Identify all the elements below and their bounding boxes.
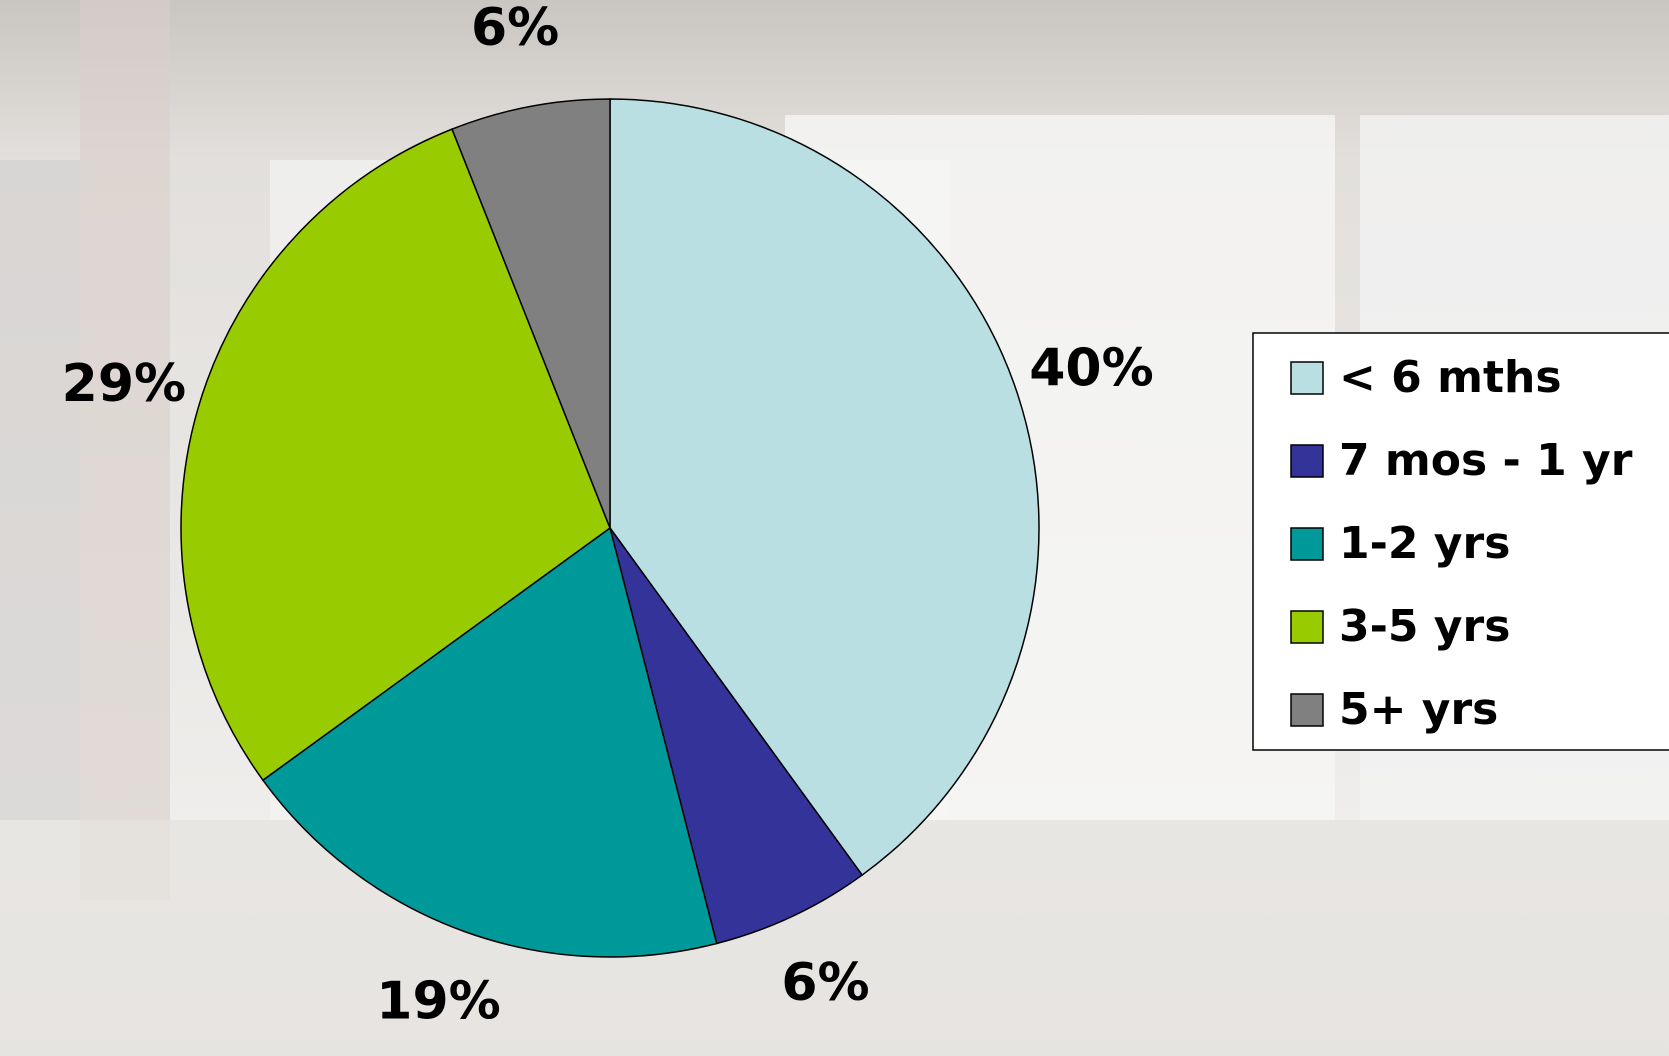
legend-label: < 6 mths	[1339, 352, 1562, 403]
data-label: 6%	[471, 0, 559, 58]
legend-swatch	[1290, 361, 1324, 395]
legend-swatch	[1290, 444, 1324, 478]
data-label: 6%	[781, 953, 869, 1013]
pie-slice	[180, 128, 611, 782]
pie-slice	[451, 98, 611, 529]
legend-label: 3-5 yrs	[1339, 601, 1510, 652]
legend: < 6 mths 7 mos - 1 yr 1-2 yrs 3-5 yrs 5+ yrs	[1252, 332, 1669, 751]
data-label: 40%	[1029, 339, 1153, 399]
pie: 40% 6% 19% 29% 6%	[62, 0, 1154, 1031]
data-label: 29%	[62, 354, 186, 414]
pie-slice	[609, 527, 864, 945]
pie-slice	[609, 98, 1040, 877]
data-label: 19%	[376, 971, 500, 1031]
legend-label: 1-2 yrs	[1339, 518, 1510, 569]
legend-swatch	[1290, 693, 1324, 727]
legend-label: 5+ yrs	[1339, 684, 1498, 735]
pie-slice	[261, 526, 718, 958]
legend-label: 7 mos - 1 yr	[1339, 435, 1633, 486]
legend-swatch	[1290, 527, 1324, 561]
legend-swatch	[1290, 610, 1324, 644]
